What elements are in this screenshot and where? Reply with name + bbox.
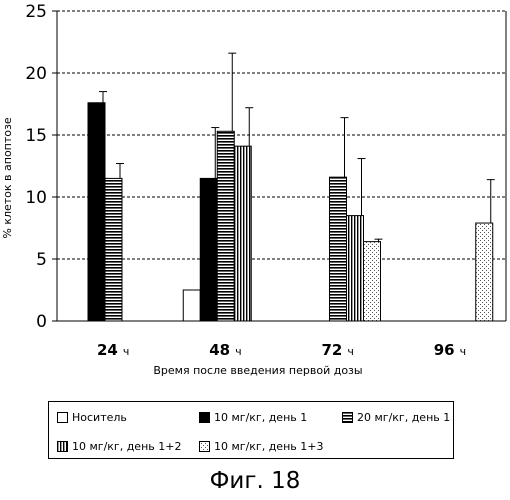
bar	[364, 242, 381, 321]
x-tick-unit: ч	[347, 345, 354, 358]
y-tick-label: 20	[25, 64, 47, 84]
bar	[105, 178, 122, 321]
x-tick-label: 48 ч	[209, 341, 241, 359]
bar	[330, 177, 347, 321]
legend-label: Носитель	[72, 411, 127, 424]
legend-item: 20 мг/кг, день 1	[342, 411, 450, 424]
x-tick-unit: ч	[123, 345, 130, 358]
x-tick-unit: ч	[235, 345, 242, 358]
chart: 0 5 10 15 20 25 24 ч 48 ч 72 ч 96 ч % клеток в апопто…	[0, 0, 510, 400]
x-tick-label: 72 ч	[321, 341, 353, 359]
x-tick-number: 24	[97, 341, 118, 359]
figure-caption: Фиг. 18	[0, 468, 510, 494]
bar	[476, 223, 493, 321]
y-tick-label: 10	[25, 188, 47, 208]
bar	[200, 178, 217, 321]
legend: Носитель 10 мг/кг, день 1 20 мг/кг, день 1…	[48, 401, 454, 459]
x-tick-label: 24 ч	[97, 341, 129, 359]
bars	[88, 53, 495, 321]
legend-item: Носитель	[57, 411, 127, 424]
x-tick-label: 96 ч	[434, 341, 466, 359]
x-tick-number: 72	[321, 341, 342, 359]
x-tick-unit: ч	[460, 345, 467, 358]
bar	[347, 216, 364, 321]
legend-swatch	[57, 441, 68, 452]
y-tick-label: 15	[25, 126, 47, 146]
legend-swatch	[342, 412, 353, 423]
bar	[183, 290, 200, 321]
legend-swatch	[57, 412, 68, 423]
x-tick-number: 48	[209, 341, 230, 359]
y-tick-label: 5	[36, 250, 47, 270]
legend-swatch	[199, 441, 210, 452]
bar	[88, 103, 105, 321]
legend-label: 20 мг/кг, день 1	[357, 411, 450, 424]
legend-item: 10 мг/кг, день 1+2	[57, 440, 181, 453]
y-axis-label: % клеток в апоптозе	[1, 117, 14, 238]
bar	[217, 131, 234, 321]
x-tick-number: 96	[434, 341, 455, 359]
legend-item: 10 мг/кг, день 1+3	[199, 440, 323, 453]
y-tick-label: 25	[25, 2, 47, 22]
x-axis-label: Время после введения первой дозы	[153, 364, 362, 377]
legend-label: 10 мг/кг, день 1+2	[72, 440, 181, 453]
legend-item: 10 мг/кг, день 1	[199, 411, 307, 424]
legend-label: 10 мг/кг, день 1	[214, 411, 307, 424]
legend-swatch	[199, 412, 210, 423]
grid-lines	[57, 11, 506, 259]
legend-label: 10 мг/кг, день 1+3	[214, 440, 323, 453]
bar	[234, 146, 251, 321]
y-tick-label: 0	[36, 312, 47, 332]
